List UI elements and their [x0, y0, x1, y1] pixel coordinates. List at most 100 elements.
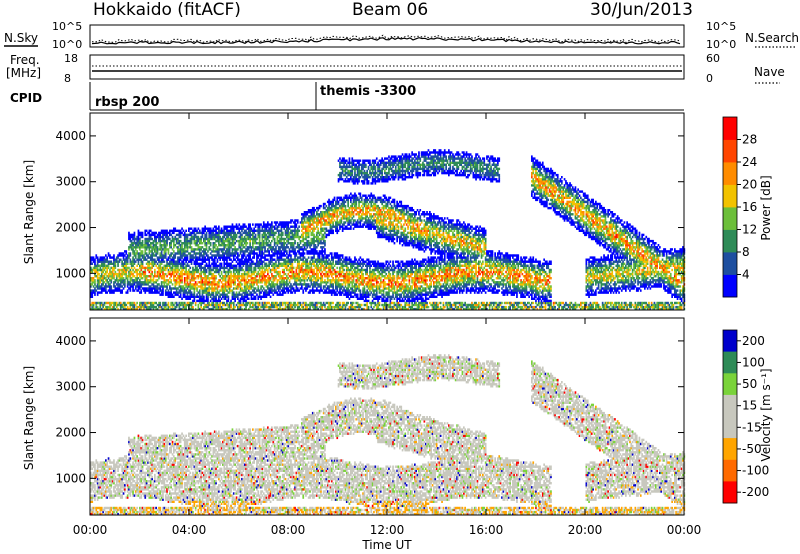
power-cell	[154, 273, 156, 275]
power-cell	[237, 256, 239, 258]
noise-right-label: N.Search	[745, 31, 799, 45]
power-cell	[255, 267, 257, 269]
power-cell	[241, 294, 243, 296]
power-cell	[134, 232, 136, 234]
power-cell	[198, 228, 200, 230]
noise-right-tick-top: 10^5	[706, 20, 736, 33]
power-cell	[267, 273, 269, 275]
power-cell	[331, 294, 333, 296]
power-cell	[332, 223, 334, 225]
power-cell	[187, 236, 189, 238]
power-cell	[176, 273, 178, 275]
power-cell	[317, 273, 319, 275]
power-cell	[187, 248, 189, 250]
power-cell	[263, 287, 265, 289]
power-cell	[308, 236, 310, 238]
power-cell	[279, 271, 281, 273]
power-cell	[255, 296, 257, 298]
power-cell	[179, 283, 181, 285]
power-cell	[332, 267, 334, 269]
power-cell	[266, 283, 268, 285]
power-cell	[278, 226, 280, 228]
power-cell	[317, 209, 319, 211]
power-cell	[166, 275, 168, 277]
power-cell	[194, 300, 196, 302]
power-cell	[313, 207, 315, 209]
power-cell	[168, 248, 170, 250]
power-cell	[308, 232, 310, 234]
power-cell	[294, 256, 296, 258]
power-cell	[320, 205, 322, 207]
power-cell	[128, 267, 130, 269]
power-cell	[139, 240, 141, 242]
power-cell	[210, 228, 212, 230]
power-cell	[166, 267, 168, 269]
power-cell	[285, 273, 287, 275]
power-cell	[206, 269, 208, 271]
power-cell	[91, 294, 93, 296]
power-cell	[158, 283, 160, 285]
power-cell	[320, 240, 322, 242]
power-cell	[97, 294, 99, 296]
power-cell	[270, 236, 272, 238]
power-cell	[192, 306, 194, 308]
power-cell	[233, 302, 235, 304]
power-cell	[110, 279, 112, 281]
power-cell	[199, 294, 201, 296]
power-cell	[240, 300, 242, 302]
power-cell	[165, 273, 167, 275]
power-cell	[292, 263, 294, 265]
power-cell	[170, 289, 172, 291]
power-cell	[241, 230, 243, 232]
power-cell	[94, 283, 96, 285]
power-cell	[228, 273, 230, 275]
power-cell	[298, 273, 300, 275]
power-cell	[270, 242, 272, 244]
power-cell	[234, 242, 236, 244]
power-cell	[207, 254, 209, 256]
power-cell	[309, 246, 311, 248]
power-cell	[320, 267, 322, 269]
power-cell	[308, 240, 310, 242]
power-cell	[320, 285, 322, 287]
power-cell	[324, 242, 326, 244]
power-cell	[317, 228, 319, 230]
power-cell	[278, 267, 280, 269]
power-cell	[260, 223, 262, 225]
power-cell	[94, 294, 96, 296]
power-cell	[229, 240, 231, 242]
power-cell	[230, 283, 232, 285]
power-cell	[324, 203, 326, 205]
power-cell	[248, 273, 250, 275]
power-cell	[334, 197, 336, 199]
power-cell	[221, 263, 223, 265]
power-cell	[302, 289, 304, 291]
power-cell	[98, 273, 100, 275]
power-cell	[341, 294, 343, 296]
power-cell	[191, 263, 193, 265]
power-cell	[262, 248, 264, 250]
power-cell	[234, 300, 236, 302]
nave-tick-bottom: 0	[706, 72, 713, 85]
power-cell	[208, 259, 210, 261]
power-cell	[184, 294, 186, 296]
power-cell	[217, 267, 219, 269]
power-cell	[309, 306, 311, 308]
power-cell	[195, 228, 197, 230]
power-cell	[146, 248, 148, 250]
power-cell	[302, 223, 304, 225]
power-cell	[287, 246, 289, 248]
power-cell	[237, 296, 239, 298]
noise-left-tick-bottom: 10^0	[52, 38, 82, 51]
power-cell	[320, 283, 322, 285]
power-cell	[290, 256, 292, 258]
power-cell	[213, 273, 215, 275]
power-cell	[297, 287, 299, 289]
power-cell	[128, 256, 130, 258]
power-cell	[142, 263, 144, 265]
power-cell	[161, 246, 163, 248]
power-cell	[233, 240, 235, 242]
power-cell	[196, 230, 198, 232]
power-cell	[297, 219, 299, 221]
power-cell	[287, 273, 289, 275]
